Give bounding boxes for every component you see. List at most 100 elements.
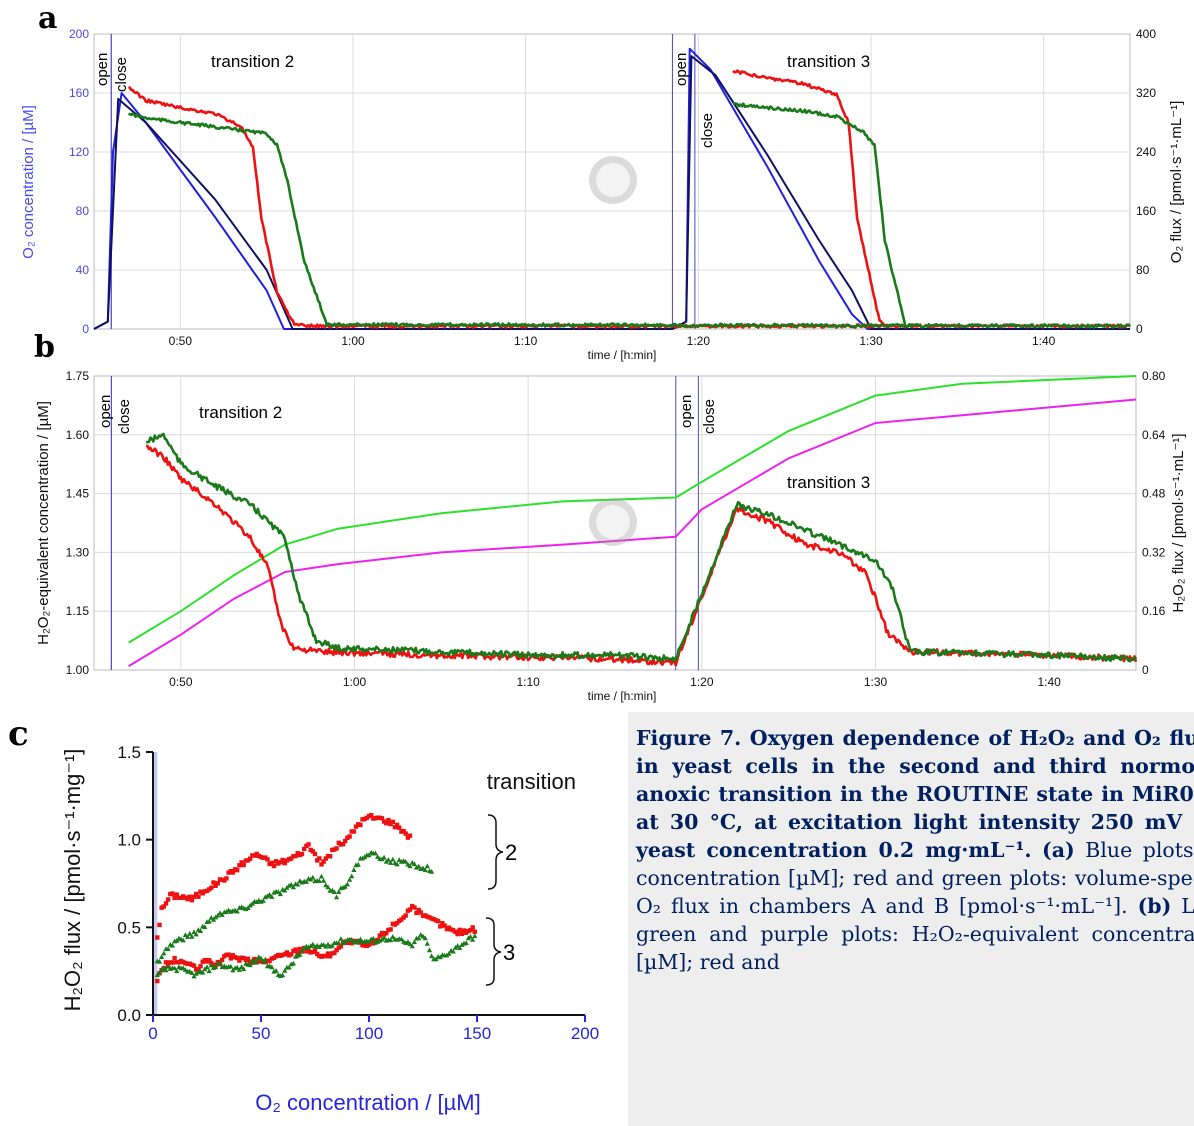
data-point [189,970,195,975]
x-tick-label: 100 [355,1024,383,1043]
data-point [252,956,257,962]
data-point [336,940,342,945]
data-point [207,958,212,963]
tick-label-left: 1.30 [66,545,90,559]
data-point [331,889,337,894]
data-point [196,966,201,972]
data-point [467,933,474,939]
tick-label-left: 1.75 [66,369,90,383]
data-point [306,842,311,847]
data-point [288,882,294,887]
data-point [407,941,413,946]
annotation-open-2-b: open [678,395,695,428]
data-point [459,942,465,947]
data-point [386,817,391,823]
data-point [412,905,417,910]
annotation-close-1-a: close [113,57,130,92]
data-point [228,956,233,961]
tick-label-right: 320 [1136,86,1156,100]
data-point [241,966,247,972]
data-point [156,958,163,964]
panel-letter-a: a [38,1,57,36]
data-point [273,968,279,973]
tick-label-right: 0.48 [1142,487,1166,501]
data-point [161,965,167,970]
data-point [375,815,380,820]
data-point [310,941,316,947]
watermark-logo-a [589,156,637,204]
data-point [312,851,318,857]
data-point [185,897,190,902]
data-point [163,967,169,973]
data-point [295,881,301,887]
tick-label-left: 80 [76,204,90,218]
annotation-open-2-a: open [673,53,690,86]
data-point [202,924,208,930]
data-point [163,901,169,906]
data-point [388,937,394,943]
data-point [457,945,463,950]
tick-label-x: 1:10 [514,334,538,348]
data-point [174,968,180,974]
annotation-close-2-b: close [701,399,718,434]
data-point [301,945,307,951]
data-point [468,927,473,933]
data-point [323,856,328,861]
tick-label-x: 1:40 [1037,675,1061,689]
y-axis-label-left-a: O₂ concentration / [µM] [20,105,37,259]
data-point [293,853,298,859]
data-point [397,825,402,830]
series-b [128,375,1138,667]
data-point [366,938,372,944]
data-point [155,978,160,984]
tick-label-right: 0 [1136,322,1143,336]
data-point [370,935,376,941]
data-point [249,957,255,963]
tick-label-right: 0.80 [1142,369,1166,383]
data-point [372,850,379,856]
series-line [127,85,1131,329]
series-line [128,112,1132,329]
data-point [407,833,413,838]
data-point [219,877,225,882]
data-point [260,959,266,965]
data-point [230,870,236,875]
x-axis-label-c: O₂ concentration / [µM] [255,1090,480,1115]
data-point [323,882,329,888]
data-point [174,892,179,897]
x-tick-label: 50 [252,1024,271,1043]
data-point [299,851,305,857]
tick-label-right: 160 [1136,204,1156,218]
data-point [407,863,413,869]
data-point [159,905,164,910]
annotation-open-1-a: open [94,53,111,86]
data-point [302,846,307,852]
data-point [189,933,195,939]
data-point [262,956,268,962]
data-point [191,894,197,900]
tick-label-left: 200 [69,27,89,41]
data-point [329,943,335,948]
series-line [146,432,1138,663]
x-tick-label: 0 [148,1024,157,1043]
tick-label-right: 80 [1136,263,1150,277]
data-point [359,855,366,861]
tick-label-left: 1.00 [66,663,90,677]
brace-transition-3 [485,917,502,986]
data-point [273,954,279,959]
annotation-close-1-b: close [116,399,133,434]
data-point [424,941,430,946]
data-point [338,944,344,949]
data-point [213,964,219,970]
data-point [317,856,322,861]
data-point [319,862,324,867]
x-axis-label: time / [h:min] [588,348,657,362]
data-point [185,934,191,939]
data-point [293,947,298,952]
caption-a-label: (a) [1042,838,1075,862]
tick-label-left: 1.45 [66,487,90,501]
y-tick-label: 1.5 [117,743,141,762]
data-point [280,857,285,863]
data-point [310,874,316,880]
data-point [172,955,177,961]
